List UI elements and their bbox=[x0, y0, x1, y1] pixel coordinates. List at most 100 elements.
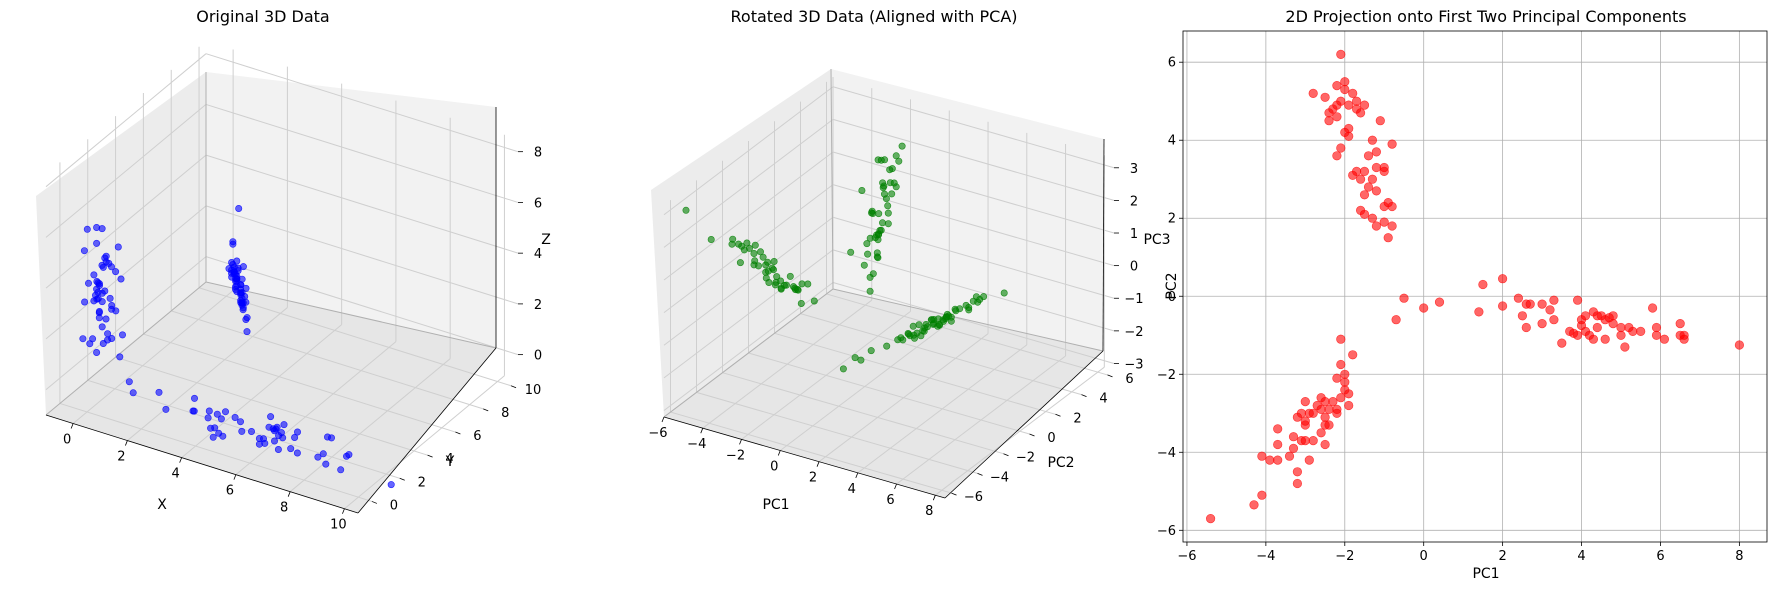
chart2-data-point bbox=[810, 297, 818, 305]
chart3-data-point bbox=[1419, 303, 1429, 313]
chart3-data-point bbox=[1288, 432, 1299, 442]
chart1-gridline bbox=[344, 375, 505, 510]
chart3-data-point bbox=[1359, 190, 1370, 200]
chart3-data-point bbox=[1647, 303, 1658, 313]
chart2-data-point bbox=[895, 157, 903, 165]
chart2-edge bbox=[663, 288, 834, 418]
chart3-data-point bbox=[1332, 408, 1342, 418]
chart1-x-tick-mark bbox=[233, 474, 237, 480]
chart2-data-point bbox=[867, 347, 875, 355]
chart3-data-point bbox=[1344, 400, 1354, 411]
chart1-data-point bbox=[237, 297, 245, 305]
chart1-y-tick-label: 6 bbox=[473, 429, 481, 444]
chart3-y-tick-label: 4 bbox=[1168, 134, 1176, 149]
chart3-x-ticks: −6 −4 −2 0 2 4 6 8 bbox=[1177, 542, 1744, 564]
chart2-edge bbox=[832, 288, 1104, 352]
chart1-data-point bbox=[81, 298, 89, 306]
chart3-data-point bbox=[1580, 311, 1591, 321]
chart2-gridline bbox=[832, 86, 1115, 169]
chart3-y-tick-label: −6 bbox=[1157, 524, 1176, 539]
chart1-z-tick-label: 8 bbox=[534, 146, 542, 161]
chart2-z-tick-label: 1 bbox=[1130, 227, 1138, 242]
chart3-data-point bbox=[1620, 342, 1630, 352]
chart2-data-point bbox=[682, 206, 690, 214]
chart1-points bbox=[79, 205, 395, 489]
chart-original-3d: Original 3D Data 0 2 4 6 8 10 X 0 2 4 6 8 10 Y 0 2 4… bbox=[36, 7, 551, 533]
chart3-data-point bbox=[1348, 88, 1358, 98]
chart3-y-tick-label: −2 bbox=[1157, 368, 1176, 383]
chart2-y-tick-mark bbox=[977, 473, 983, 476]
chart1-data-point bbox=[102, 315, 110, 323]
chart1-x-label: X bbox=[157, 497, 167, 513]
chart3-data-point bbox=[1324, 108, 1334, 118]
chart1-data-point bbox=[162, 405, 170, 413]
chart1-data-point bbox=[83, 225, 91, 233]
chart3-data-point bbox=[1478, 279, 1488, 290]
chart3-y-tick-label: 2 bbox=[1168, 212, 1176, 227]
chart3-data-point bbox=[1608, 319, 1618, 329]
chart1-gridline bbox=[45, 104, 207, 238]
chart2-x-tick-label: 2 bbox=[809, 471, 817, 486]
chart3-data-point bbox=[1336, 49, 1346, 60]
chart1-data-point bbox=[85, 279, 93, 287]
chart1-data-point bbox=[238, 275, 246, 283]
chart3-data-point bbox=[1257, 490, 1267, 500]
chart1-data-point bbox=[280, 421, 288, 429]
chart1-data-point bbox=[99, 339, 107, 347]
chart1-gridline bbox=[127, 307, 288, 441]
chart3-data-point bbox=[1651, 322, 1662, 333]
chart3-data-point bbox=[1288, 443, 1299, 454]
chart3-data-point bbox=[1308, 436, 1318, 446]
chart3-gridlines bbox=[1183, 31, 1767, 542]
chart1-data-point bbox=[239, 304, 247, 312]
chart3-data-point bbox=[1375, 116, 1385, 126]
chart2-data-point bbox=[962, 301, 970, 309]
chart3-data-point bbox=[1300, 420, 1310, 430]
chart3-data-point bbox=[1292, 412, 1302, 422]
chart3-x-tick-label: 8 bbox=[1735, 549, 1743, 564]
chart1-y-axis-line bbox=[357, 347, 497, 514]
chart3-data-point bbox=[1316, 404, 1326, 415]
chart1-z-tick-label: 6 bbox=[534, 196, 542, 211]
chart2-data-point bbox=[888, 165, 896, 173]
chart2-data-point bbox=[745, 244, 753, 252]
chart2-data-point bbox=[927, 316, 935, 324]
chart3-data-point bbox=[1324, 116, 1334, 126]
chart1-data-point bbox=[95, 280, 103, 288]
chart1-data-point bbox=[101, 287, 109, 295]
chart1-gridline bbox=[181, 324, 342, 458]
chart2-x-tick-mark bbox=[700, 428, 704, 434]
chart1-data-point bbox=[90, 297, 98, 305]
chart2-x-tick-label: 8 bbox=[925, 504, 933, 519]
chart1-data-point bbox=[207, 424, 215, 432]
chart2-x-tick-mark bbox=[661, 416, 665, 423]
chart1-data-point bbox=[114, 243, 122, 251]
chart3-data-point bbox=[1545, 305, 1555, 315]
chart1-x-tick-mark bbox=[179, 457, 183, 463]
chart2-y-tick-label: −6 bbox=[964, 490, 983, 505]
chart2-data-point bbox=[750, 250, 758, 258]
chart2-data-point bbox=[874, 254, 882, 262]
chart2-data-point bbox=[898, 142, 906, 150]
chart1-data-point bbox=[190, 407, 198, 415]
chart2-data-point bbox=[884, 220, 892, 228]
chart2-y-tick-label: −2 bbox=[1016, 451, 1035, 466]
chart-projection-2d: 2D Projection onto First Two Principal C… bbox=[1157, 7, 1768, 582]
chart1-y-tick-mark bbox=[427, 454, 433, 458]
chart3-data-point bbox=[1355, 174, 1366, 184]
chart2-data-point bbox=[915, 321, 923, 329]
chart2-x-tick-label: −4 bbox=[687, 437, 706, 452]
chart2-z-tick-label: −1 bbox=[1124, 292, 1143, 307]
chart1-y-tick-label: 4 bbox=[445, 452, 453, 467]
chart2-data-point bbox=[974, 298, 982, 306]
chart1-z-label: Z bbox=[541, 232, 551, 248]
chart2-data-point bbox=[877, 226, 885, 234]
chart1-edge bbox=[205, 281, 497, 349]
chart1-y-tick-label: 0 bbox=[390, 498, 398, 513]
chart1-data-point bbox=[112, 307, 120, 315]
chart1-y-tick-mark bbox=[510, 385, 517, 389]
chart2-data-point bbox=[875, 210, 883, 218]
chart2-gridline bbox=[696, 391, 978, 474]
chart3-data-point bbox=[1616, 330, 1626, 340]
chart3-data-point bbox=[1320, 439, 1330, 450]
